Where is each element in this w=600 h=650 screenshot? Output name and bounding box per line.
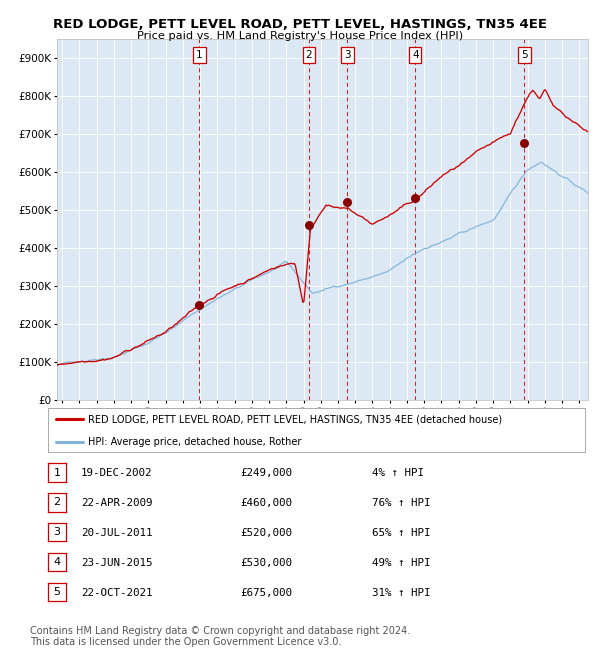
Text: 3: 3 xyxy=(344,50,351,60)
Text: £675,000: £675,000 xyxy=(240,588,292,598)
Text: This data is licensed under the Open Government Licence v3.0.: This data is licensed under the Open Gov… xyxy=(30,637,341,647)
Text: HPI: Average price, detached house, Rother: HPI: Average price, detached house, Roth… xyxy=(88,437,302,447)
Text: 5: 5 xyxy=(53,587,61,597)
Text: 2: 2 xyxy=(53,497,61,508)
Text: 49% ↑ HPI: 49% ↑ HPI xyxy=(372,558,431,568)
Text: £460,000: £460,000 xyxy=(240,498,292,508)
Text: 3: 3 xyxy=(53,527,61,538)
Text: £520,000: £520,000 xyxy=(240,528,292,538)
Text: 4% ↑ HPI: 4% ↑ HPI xyxy=(372,468,424,478)
Text: 76% ↑ HPI: 76% ↑ HPI xyxy=(372,498,431,508)
Text: 4: 4 xyxy=(412,50,419,60)
Text: 22-OCT-2021: 22-OCT-2021 xyxy=(81,588,152,598)
Text: £249,000: £249,000 xyxy=(240,468,292,478)
Text: 31% ↑ HPI: 31% ↑ HPI xyxy=(372,588,431,598)
Text: 23-JUN-2015: 23-JUN-2015 xyxy=(81,558,152,568)
Text: 1: 1 xyxy=(53,467,61,478)
Text: 2: 2 xyxy=(305,50,312,60)
Text: RED LODGE, PETT LEVEL ROAD, PETT LEVEL, HASTINGS, TN35 4EE (detached house): RED LODGE, PETT LEVEL ROAD, PETT LEVEL, … xyxy=(88,415,502,424)
Text: 65% ↑ HPI: 65% ↑ HPI xyxy=(372,528,431,538)
Text: Contains HM Land Registry data © Crown copyright and database right 2024.: Contains HM Land Registry data © Crown c… xyxy=(30,625,410,636)
Text: £530,000: £530,000 xyxy=(240,558,292,568)
Text: 5: 5 xyxy=(521,50,527,60)
Text: Price paid vs. HM Land Registry's House Price Index (HPI): Price paid vs. HM Land Registry's House … xyxy=(137,31,463,40)
Text: 1: 1 xyxy=(196,50,203,60)
Text: RED LODGE, PETT LEVEL ROAD, PETT LEVEL, HASTINGS, TN35 4EE: RED LODGE, PETT LEVEL ROAD, PETT LEVEL, … xyxy=(53,18,547,31)
Text: 22-APR-2009: 22-APR-2009 xyxy=(81,498,152,508)
Text: 4: 4 xyxy=(53,557,61,567)
Text: 20-JUL-2011: 20-JUL-2011 xyxy=(81,528,152,538)
Text: 19-DEC-2002: 19-DEC-2002 xyxy=(81,468,152,478)
